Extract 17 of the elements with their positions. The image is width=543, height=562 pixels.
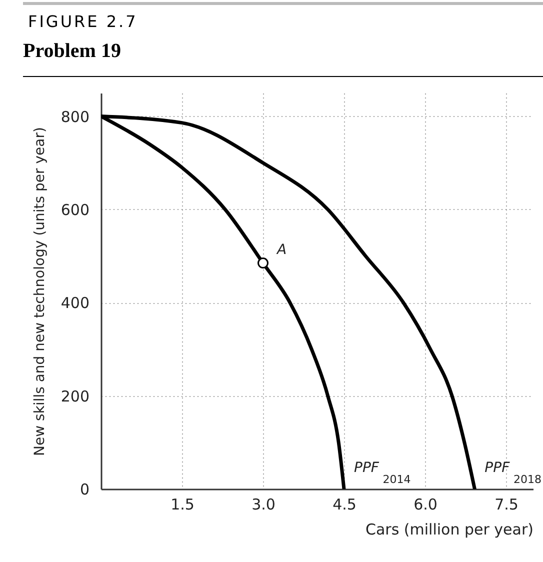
y-tick-label: 200 bbox=[60, 387, 90, 406]
x-tick-label: 3.0 bbox=[252, 496, 276, 514]
chart-title: FIGURE 2.7 bbox=[28, 12, 138, 31]
series-label: PPF2014 bbox=[354, 460, 411, 486]
y-tick-label: 600 bbox=[60, 200, 90, 219]
annotation: A bbox=[276, 242, 287, 258]
x-tick-label: 4.5 bbox=[332, 496, 356, 514]
chart-subtitle: Problem 19 bbox=[23, 40, 121, 63]
y-tick-label: 0 bbox=[80, 480, 90, 498]
y-axis-title: New skills and new technology (units per year) bbox=[32, 127, 48, 456]
series-label: PPF2018 bbox=[484, 460, 542, 486]
x-tick-label: 1.5 bbox=[170, 496, 194, 514]
x-axis-title: Cars (million per year) bbox=[365, 520, 534, 538]
y-tick-label: 400 bbox=[60, 294, 90, 312]
y-tick-label: 800 bbox=[60, 108, 90, 126]
x-tick-label: 7.5 bbox=[494, 496, 518, 514]
x-tick-label: 6.0 bbox=[414, 496, 438, 514]
